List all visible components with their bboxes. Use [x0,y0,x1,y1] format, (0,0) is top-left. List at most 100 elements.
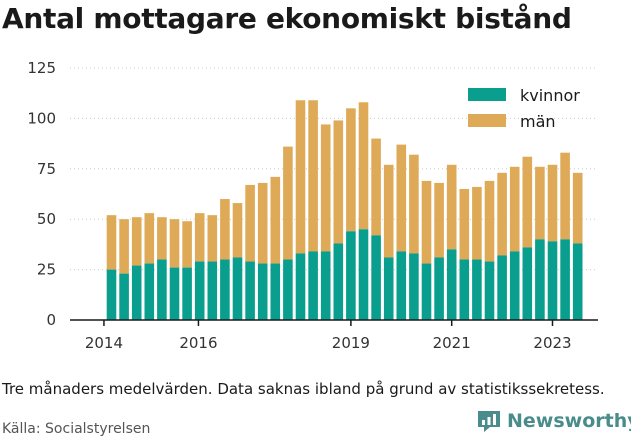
bar-man [295,100,306,254]
x-tick-label: 2019 [332,334,370,352]
bar-man [446,164,457,250]
bar-kvinnor [270,263,281,320]
legend-swatch [468,88,506,101]
y-tick-label: 75 [37,160,56,178]
bar-kvinnor [182,267,192,320]
bar-kvinnor [522,247,533,320]
bar-man [106,215,117,270]
bar-man [383,164,394,258]
bar-man [434,182,444,258]
bar-kvinnor [245,261,255,320]
bar-man [182,221,192,268]
bar-man [535,166,545,240]
footnote: Tre månaders medelvärden. Data saknas ib… [2,380,605,398]
bar-kvinnor [497,255,507,320]
bar-kvinnor [371,235,381,320]
bar-man [220,199,230,260]
bar-kvinnor [535,239,545,320]
bar-kvinnor [421,263,432,320]
bar-man [572,172,583,244]
bar-man [333,120,344,244]
bar-man [509,166,520,252]
bar-man [157,217,167,260]
x-tick-label: 2014 [85,334,123,352]
bar-kvinnor [472,259,482,320]
bar-kvinnor [194,261,205,320]
legend: kvinnor män [468,86,580,131]
x-tick-label: 2016 [179,334,217,352]
bar-kvinnor [333,243,344,320]
bar-kvinnor [131,265,142,320]
bar-man [308,100,318,252]
chart-title: Antal mottagare ekonomiskt bistånd [2,2,572,35]
bar-man [207,215,218,262]
bar-man [522,156,533,248]
bar-kvinnor [547,241,558,320]
bar-man [459,188,470,260]
bar-man [119,219,129,274]
bar-man [547,164,558,242]
bar-man [131,217,142,266]
bar-kvinnor [157,259,167,320]
bar-kvinnor [358,229,369,320]
legend-swatch [468,114,506,127]
bar-man [320,124,331,252]
legend-label: män [520,112,556,131]
bar-man [346,108,356,232]
bar-man [396,144,407,252]
chart-area: 0 25 50 75 100 125 2014 2016 2019 2021 2023 kvinn… [27,59,598,352]
bar-kvinnor [220,259,230,320]
legend-label: kvinnor [520,86,580,105]
bar-man [409,154,419,254]
y-tick-label: 50 [37,210,56,228]
bar-kvinnor [283,259,293,320]
newsworthy-logo: Newsworthy [476,408,631,434]
bar-man [144,213,155,264]
bar-kvinnor [106,269,117,320]
bar-kvinnor [572,243,583,320]
bar-man [358,102,369,230]
y-tick-label: 0 [46,311,56,329]
bar-kvinnor [308,251,318,320]
bar-man [232,203,243,258]
bar-kvinnor [459,259,470,320]
y-tick-label: 125 [27,59,56,77]
bar-kvinnor [144,263,155,320]
bar-kvinnor [409,253,419,320]
bar-man [169,219,180,268]
source-note: Källa: Socialstyrelsen [2,421,151,437]
bar-kvinnor [446,249,457,320]
y-tick-label: 25 [37,261,56,279]
bar-man [472,186,482,260]
bar-kvinnor [169,267,180,320]
bar-man [497,172,507,256]
bar-kvinnor [295,253,306,320]
bar-man [560,152,570,240]
bar-man [257,182,268,264]
bar-kvinnor [383,257,394,320]
bar-kvinnor [232,257,243,320]
bar-kvinnor [207,261,218,320]
bar-kvinnor [484,261,495,320]
bar-kvinnor [346,231,356,320]
bar-kvinnor [320,251,331,320]
newsworthy-logo-text: Newsworthy [507,410,631,432]
bar-man [421,180,432,264]
bar-kvinnor [509,251,520,320]
bar-kvinnor [434,257,444,320]
x-tick-label: 2023 [533,334,571,352]
bar-man [283,146,293,260]
bar-man [270,176,281,264]
bar-kvinnor [257,263,268,320]
y-axis: 0 25 50 75 100 125 [27,59,56,329]
newsworthy-logo-icon [478,411,500,432]
bar-man [371,138,381,236]
bars [106,100,583,320]
y-tick-label: 100 [27,109,56,127]
bar-man [484,180,495,262]
bar-kvinnor [560,239,570,320]
bar-kvinnor [119,273,129,320]
x-axis: 2014 2016 2019 2021 2023 [70,319,598,352]
bar-kvinnor [396,251,407,320]
x-tick-label: 2021 [433,334,471,352]
